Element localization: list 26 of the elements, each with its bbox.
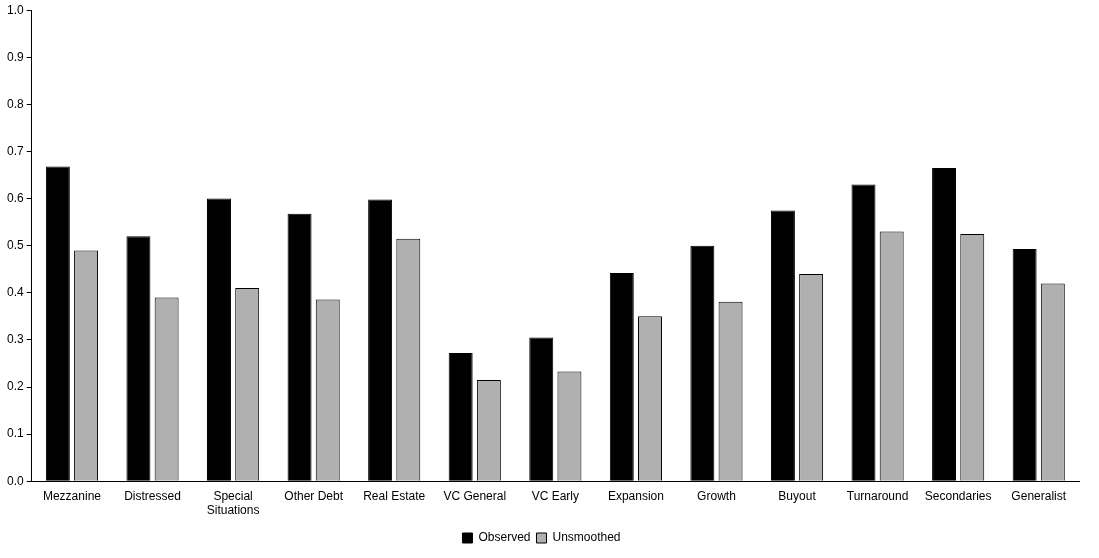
x-tick-label: Growth	[697, 488, 736, 503]
x-tick-label: Other Debt	[284, 488, 344, 503]
y-tick-label: 0.8	[6, 96, 24, 111]
x-tick-label: VC General	[443, 488, 507, 503]
x-tick-label: Secondaries	[924, 488, 992, 503]
x-tick-label: Turnaround	[846, 488, 909, 503]
legend-label: Observed	[478, 530, 531, 545]
x-tick-label: Mezzanine	[42, 488, 102, 503]
x-tick-label: VC Early	[531, 488, 580, 503]
x-tick-label: Buyout	[778, 488, 817, 503]
legend-label: Unsmoothed	[552, 530, 621, 545]
y-tick-label: 0.3	[6, 332, 24, 347]
y-tick-label: 0.1	[6, 426, 24, 441]
y-tick-label: 1.0	[6, 2, 24, 17]
x-tick-label: Real Estate	[363, 488, 426, 503]
y-tick-label: 0.5	[6, 238, 24, 253]
x-tick-label: Distressed	[124, 488, 181, 503]
x-tick-label: Special Situations	[206, 488, 260, 518]
y-tick-label: 0.0	[6, 473, 24, 488]
y-tick-label: 0.2	[6, 379, 24, 394]
y-tick-label: 0.6	[6, 190, 24, 205]
x-tick-label: Generalist	[1011, 488, 1067, 503]
y-tick-label: 0.7	[6, 143, 24, 158]
y-tick-label: 0.4	[6, 285, 24, 300]
x-tick-label: Expansion	[607, 488, 664, 503]
y-tick-label: 0.9	[6, 49, 24, 64]
